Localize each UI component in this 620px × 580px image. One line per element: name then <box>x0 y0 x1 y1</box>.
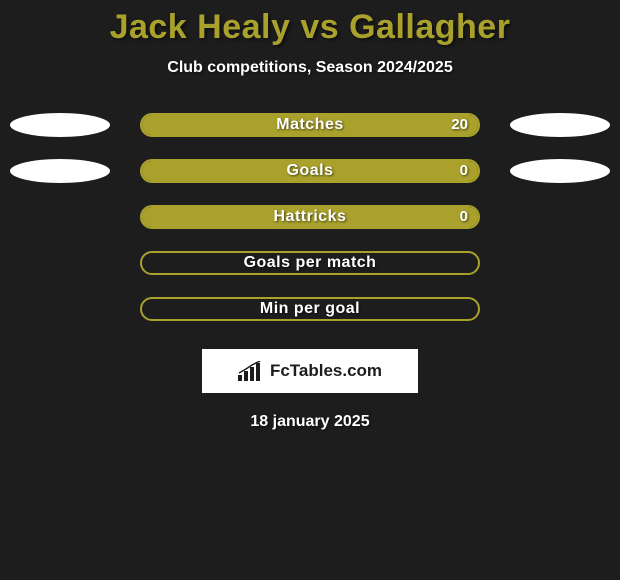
stat-row: Goals0 <box>0 159 620 183</box>
stat-value: 0 <box>460 161 468 181</box>
stat-bar: Goals0 <box>140 159 480 183</box>
stat-label: Goals <box>142 161 478 181</box>
page-subtitle: Club competitions, Season 2024/2025 <box>0 59 620 77</box>
player-left-marker <box>10 113 110 137</box>
brand-text: FcTables.com <box>270 361 382 381</box>
player-left-marker <box>10 159 110 183</box>
brand-box: FcTables.com <box>202 349 418 393</box>
stat-bar: Goals per match <box>140 251 480 275</box>
stat-row: Min per goal <box>0 297 620 321</box>
page: Jack Healy vs Gallagher Club competition… <box>0 0 620 580</box>
brand-bars-icon <box>238 361 264 381</box>
stat-row: Hattricks0 <box>0 205 620 229</box>
stat-row: Goals per match <box>0 251 620 275</box>
stat-bar: Hattricks0 <box>140 205 480 229</box>
stat-label: Matches <box>142 115 478 135</box>
stat-value: 0 <box>460 207 468 227</box>
stat-bar: Matches20 <box>140 113 480 137</box>
stat-value: 20 <box>451 115 468 135</box>
page-title: Jack Healy vs Gallagher <box>0 0 620 47</box>
stat-label: Hattricks <box>142 207 478 227</box>
stat-label: Goals per match <box>142 253 478 273</box>
stat-label: Min per goal <box>142 299 478 319</box>
player-right-marker <box>510 159 610 183</box>
player-right-marker <box>510 113 610 137</box>
stat-bar: Min per goal <box>140 297 480 321</box>
stat-row: Matches20 <box>0 113 620 137</box>
stat-rows: Matches20Goals0Hattricks0Goals per match… <box>0 113 620 321</box>
date-stamp: 18 january 2025 <box>0 413 620 431</box>
